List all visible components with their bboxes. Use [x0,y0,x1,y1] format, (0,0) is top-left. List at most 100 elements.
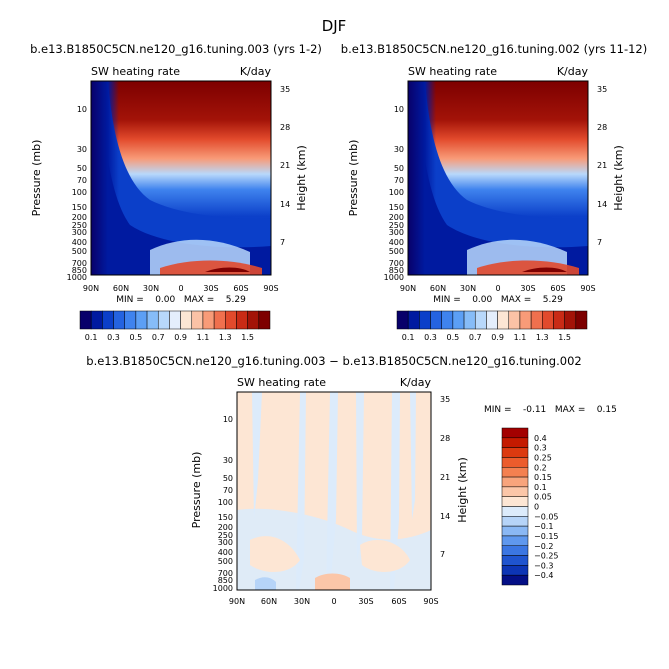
colorbar-swatch [124,310,137,330]
colorbar-label: 0.15 [534,473,552,482]
colorbar-swatch [575,310,588,330]
colorbar-swatch [135,310,148,330]
colorbar-label: 0.7 [469,333,482,342]
panel-3-right-label: K/day [400,376,432,389]
panel-3-xtick: 30S [358,597,373,606]
colorbar-swatch [247,310,260,330]
panel-1-ytick: 50 [77,164,87,173]
colorbar-swatch [258,310,271,330]
panel-1-title: b.e13.B1850C5CN.ne120_g16.tuning.003 (yr… [30,42,322,56]
panel-2-xticks: 90N 60N 30N 0 30S 60S 90S [400,284,596,293]
colorbar-label: 0.05 [534,493,552,502]
panel-1-xtick: 60N [113,284,129,293]
panel-3-ytick: 30 [223,456,233,465]
colorbar-swatch [501,457,529,468]
panel-3-ytick: 70 [223,486,233,495]
panel-3-ytick: 200 [218,523,233,532]
panel-1-right-label: K/day [240,65,272,78]
colorbar-swatch [530,310,543,330]
panel-1-height-tick: 35 [280,85,290,94]
panel-2-ylabel: Pressure (mb) [347,140,360,217]
colorbar-swatch [79,310,92,330]
colorbar-swatch [236,310,248,330]
panel-3-title: b.e13.B1850C5CN.ne120_g16.tuning.003 − b… [86,354,581,368]
colorbar-label: 0.9 [491,333,504,342]
colorbar-label: −0.4 [534,571,553,580]
panel-3-xtick: 60S [391,597,406,606]
colorbar-label: 1.3 [219,333,232,342]
colorbar-swatch [169,310,181,330]
panel-2-frame [407,80,589,276]
colorbar-swatch [486,310,498,330]
panel-2-ytick: 400 [389,238,404,247]
panel-3-frame [236,391,432,591]
panel-2-xtick: 30S [520,284,535,293]
panel-2-xtick: 0 [495,284,500,293]
panel-2-height-tick: 14 [597,200,607,209]
panel-2-height-ticks: 35 28 21 14 7 [597,85,607,247]
panel-2-ytick: 1000 [384,273,404,282]
colorbar-swatch [501,525,529,537]
colorbar-label: 0.7 [152,333,165,342]
panel-2-height-tick: 21 [597,161,607,170]
panel-3-ytick: 250 [218,531,233,540]
panel-2-field [408,81,588,275]
colorbar-label: 1.3 [536,333,549,342]
panel-2-ytick: 150 [389,203,404,212]
panel-3: b.e13.B1850C5CN.ne120_g16.tuning.003 − b… [86,354,617,606]
panel-3-ytick: 50 [223,474,233,483]
colorbar-label: −0.1 [534,522,553,531]
panel-3-field [237,392,431,590]
colorbar-swatch [501,486,529,497]
colorbar-label: −0.05 [534,512,559,521]
colorbar-label: 0.1 [534,483,547,492]
panel-2-ytick: 70 [394,176,404,185]
colorbar-swatch [452,310,465,330]
colorbar-swatch [90,310,103,330]
figure-title: DJF [322,17,347,35]
panel-1-ytick: 10 [77,105,87,114]
colorbar-swatch [225,310,237,330]
colorbar-label: 0.3 [424,333,437,342]
colorbar-swatch [191,310,204,330]
colorbar-swatch [519,310,532,330]
panel-1-height-tick: 14 [280,200,290,209]
panel-2-height-tick: 7 [597,238,602,247]
panel-3-xtick: 90N [229,597,245,606]
colorbar-swatch [508,310,521,330]
panel-1-xtick: 60S [233,284,248,293]
colorbar-swatch [501,506,529,517]
panel-3-ytick: 100 [218,498,233,507]
panel-1-ytick: 500 [72,247,87,256]
panel-3-ylabel: Pressure (mb) [190,452,203,529]
panel-3-height-tick: 7 [440,550,445,559]
panel-1-ytick: 850 [72,266,87,275]
panel-2-ytick: 30 [394,145,404,154]
colorbar-swatch [157,310,170,330]
colorbar-swatch [419,310,431,330]
colorbar-swatch [501,467,529,478]
panel-2-ytick: 300 [389,228,404,237]
colorbar-label: 0.1 [85,333,98,342]
colorbar-label: 1.5 [558,333,571,342]
colorbar-label: 0 [534,503,539,512]
colorbar-label: 1.1 [514,333,527,342]
panel-2-ytick: 250 [389,221,404,230]
panel-3-ytick: 500 [218,557,233,566]
panel-2-xtick: 30N [460,284,476,293]
colorbar-swatch [501,545,529,556]
panel-2-height-tick: 35 [597,85,607,94]
panel-1-stats: MIN = 0.00 MAX = 5.29 [116,295,246,305]
panel-3-ytick: 10 [223,415,233,424]
panel-3-xtick: 30N [294,597,310,606]
panel-1-xticks: 90N 60N 30N 0 30S 60S 90S [83,284,279,293]
colorbar-swatch [501,427,529,439]
panel-1-xtick: 0 [178,284,183,293]
colorbar-swatch [180,310,193,330]
panel-1-colorbar: 0.1 0.3 0.5 0.7 0.9 1.1 1.3 1.5 [79,310,271,342]
colorbar-swatch [113,310,125,330]
panel-1-yticks: 10 30 50 70 100 150 200 250 300 400 500 … [67,105,87,282]
panel-2-left-label: SW heating rate [408,65,497,78]
colorbar-swatch [501,535,529,546]
panel-3-ytick: 700 [218,569,233,578]
